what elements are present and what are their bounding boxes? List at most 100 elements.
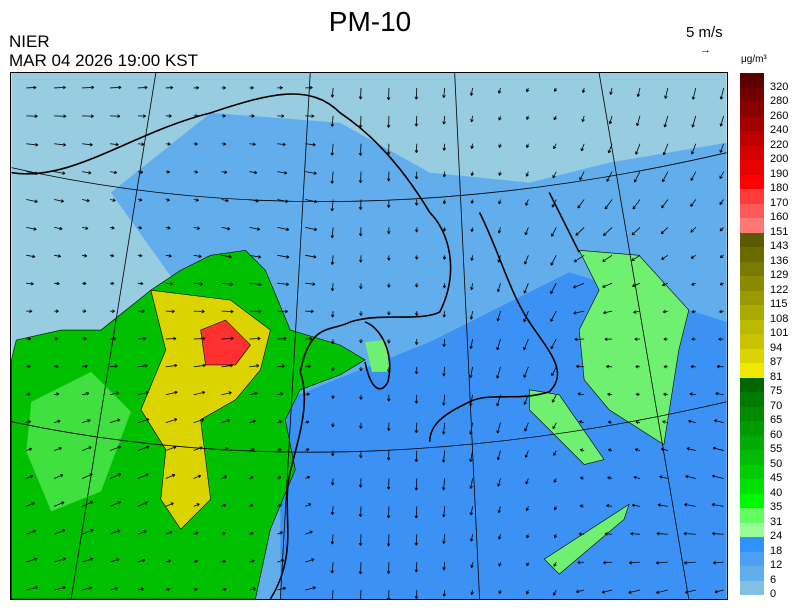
wind-arrow: [330, 283, 335, 292]
wind-arrow: [82, 337, 87, 341]
wind-arrow: [82, 198, 90, 203]
wind-arrow: [469, 311, 474, 320]
legend-swatch: [740, 435, 764, 450]
wind-arrow: [441, 478, 446, 491]
wind-arrow: [469, 534, 474, 542]
legend-label: 45: [770, 472, 783, 484]
wind-arrow: [497, 478, 501, 487]
wind-arrow: [633, 171, 641, 183]
wind-arrow: [26, 420, 32, 424]
wind-arrow: [137, 364, 148, 368]
wind-arrow: [634, 448, 641, 452]
wind-arrow: [109, 529, 121, 535]
wind-arrow: [552, 422, 557, 430]
wind-arrow: [553, 478, 557, 483]
wind-arrow: [193, 309, 205, 314]
wind-arrow: [305, 142, 316, 147]
wind-arrow: [387, 311, 391, 316]
wind-arrow: [441, 450, 446, 463]
wind-arrow: [715, 391, 724, 396]
wind-arrow: [305, 309, 314, 314]
wind-arrow: [249, 559, 255, 563]
legend-swatch: [740, 87, 764, 102]
legend-swatch: [740, 493, 764, 508]
wind-arrow: [719, 254, 724, 259]
legend-label: 35: [770, 501, 783, 513]
wind-arrow: [109, 226, 115, 230]
wind-arrow: [54, 557, 66, 563]
wind-arrow: [497, 227, 502, 234]
wind-arrow: [221, 559, 226, 564]
wind-arrow: [553, 115, 557, 121]
wind-arrow: [498, 143, 502, 148]
wind-arrow: [137, 501, 148, 507]
wind-arrow: [26, 199, 38, 204]
legend-label: 115: [770, 298, 788, 310]
wind-arrow: [137, 281, 144, 286]
wind-arrow: [81, 419, 91, 424]
wind-arrow: [54, 281, 60, 286]
wind-arrow: [193, 559, 198, 564]
wind-arrow: [633, 310, 641, 314]
wind-arrow: [414, 534, 419, 546]
organization-label: NIER: [9, 32, 50, 51]
wind-arrow: [109, 85, 122, 90]
wind-arrow: [553, 143, 557, 150]
wind-arrow: [277, 448, 282, 452]
wind-arrow: [277, 227, 290, 231]
wind-arrow: [109, 473, 122, 479]
legend-label: 50: [770, 457, 783, 470]
legend-swatch: [740, 174, 764, 189]
wind-arrow: [386, 450, 391, 461]
legend-swatch: [740, 203, 764, 218]
wind-arrow: [497, 534, 502, 540]
wind-arrow: [221, 587, 227, 592]
wind-arrow: [580, 143, 585, 152]
wind-arrow: [634, 337, 640, 341]
wind-arrow: [414, 478, 419, 491]
legend-label: 31: [770, 515, 783, 528]
wind-arrow: [442, 143, 447, 151]
legend-swatch: [740, 73, 764, 88]
wind-arrow: [81, 529, 94, 535]
wind-arrow: [305, 199, 318, 204]
wind-arrow: [249, 170, 258, 175]
wind-arrow: [635, 420, 641, 424]
wind-arrow: [387, 227, 391, 235]
wind-arrow: [414, 450, 419, 463]
legend-label: 65: [770, 414, 783, 426]
wind-arrow: [109, 309, 116, 313]
wind-arrow: [713, 419, 724, 424]
wind-arrow: [711, 503, 724, 507]
wind-arrow: [691, 115, 697, 128]
wind-arrow: [26, 227, 37, 231]
wind-arrow: [137, 530, 147, 535]
wind-arrow: [662, 309, 668, 314]
wind-arrow: [690, 364, 696, 369]
wind-arrow: [54, 529, 66, 535]
wind-arrow: [109, 253, 115, 258]
wind-arrow: [109, 114, 121, 118]
wind-arrow: [221, 142, 227, 146]
wind-arrow: [54, 226, 63, 231]
wind-arrow: [602, 254, 613, 262]
wind-arrow: [525, 171, 529, 177]
wind-arrow: [305, 392, 310, 397]
legend-swatch: [740, 522, 764, 537]
wind-arrow: [470, 115, 474, 123]
wind-arrow: [221, 282, 233, 286]
wind-arrow: [221, 86, 226, 90]
wind-arrow: [330, 255, 335, 265]
wind-arrow: [523, 394, 529, 405]
wind-arrow: [305, 503, 312, 507]
wind-arrow: [305, 227, 318, 231]
legend-swatch: [740, 363, 764, 378]
wind-arrow: [414, 227, 419, 233]
wind-arrow: [607, 392, 613, 397]
legend-label: 151: [770, 225, 789, 238]
wind-arrow: [662, 143, 669, 156]
wind-arrow: [690, 199, 697, 207]
wind-arrow: [442, 534, 446, 544]
wind-arrow: [165, 418, 178, 424]
wind-arrow: [498, 171, 502, 176]
